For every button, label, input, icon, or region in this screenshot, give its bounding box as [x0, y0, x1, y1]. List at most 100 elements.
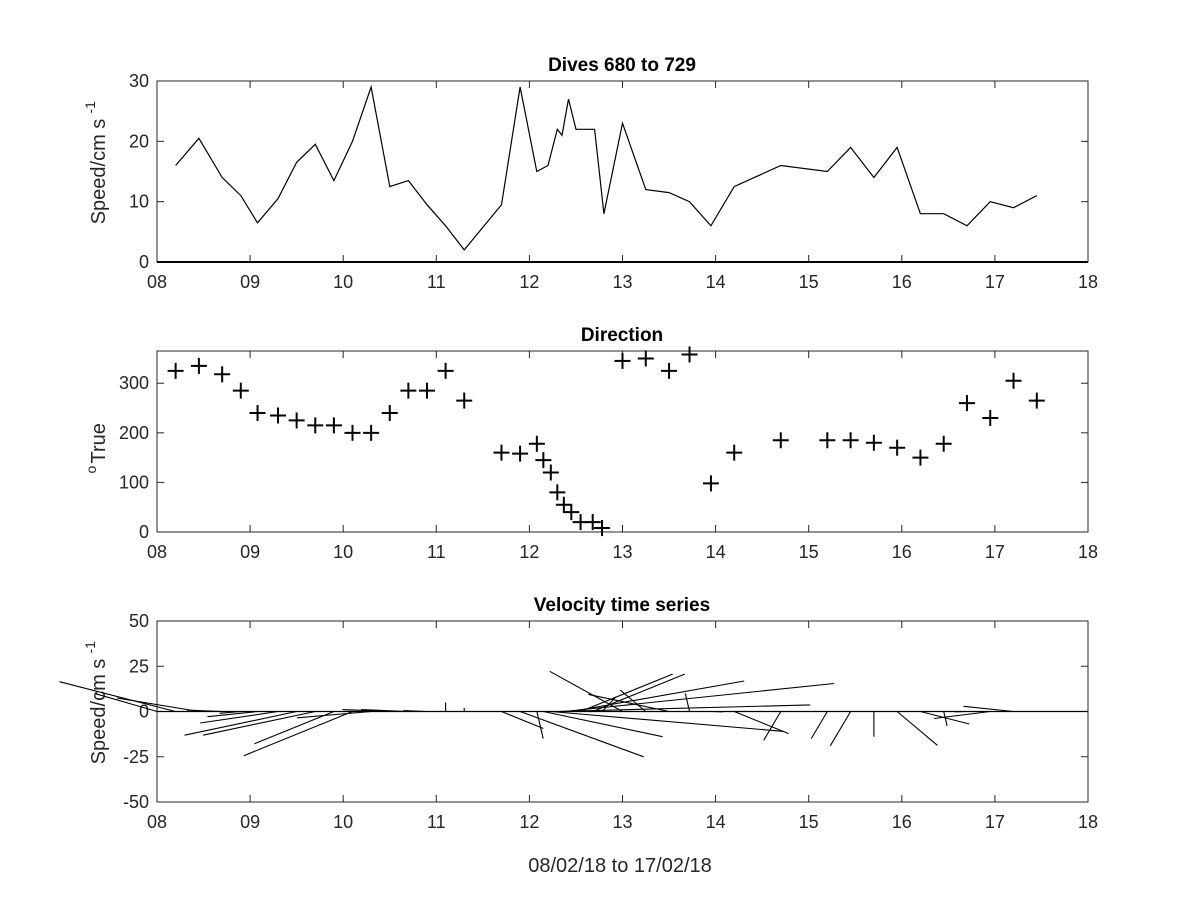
velocity-xtick-label: 09	[240, 812, 260, 832]
direction-point	[493, 444, 510, 461]
velocity-xtick-label: 08	[147, 812, 167, 832]
direction-point	[456, 392, 473, 409]
direction-point	[958, 395, 975, 412]
speed-xtick-label: 15	[799, 272, 819, 292]
direction-point	[563, 504, 580, 521]
velocity-stick	[519, 710, 644, 758]
velocity-stick	[684, 693, 691, 712]
velocity-ytick-label: 0	[139, 702, 149, 722]
velocity-stick	[810, 711, 828, 739]
direction-point	[889, 439, 906, 456]
direction-point	[307, 417, 324, 434]
velocity-stick	[342, 709, 390, 713]
speed-xtick-label: 12	[519, 272, 539, 292]
velocity-stick	[117, 697, 199, 713]
velocity-xtick-label: 16	[892, 812, 912, 832]
direction-panel: Direction True o 08 09 10 11 12 13 14 15 16 17 18 0…	[83, 325, 1098, 562]
direction-point	[549, 484, 566, 501]
direction-point	[249, 404, 266, 421]
velocity-stick	[896, 711, 938, 746]
direction-point	[535, 452, 552, 469]
velocity-stick	[619, 689, 647, 712]
direction-point	[584, 514, 601, 531]
velocity-panel-ylabel-group: Speed/cm s -1	[82, 641, 110, 764]
direction-xtick-label: 10	[333, 542, 353, 562]
velocity-ytick-label: -50	[123, 792, 149, 812]
velocity-xtick-label: 15	[799, 812, 819, 832]
direction-point	[726, 444, 743, 461]
velocity-stick	[563, 682, 835, 713]
direction-point	[325, 417, 342, 434]
velocity-stick	[219, 710, 241, 714]
velocity-stick	[361, 709, 409, 713]
direction-point	[842, 432, 859, 449]
direction-point	[912, 449, 929, 466]
speed-axes-box	[156, 80, 1089, 263]
direction-point	[190, 357, 207, 374]
direction-point	[637, 350, 654, 367]
speed-xtick-label: 13	[612, 272, 632, 292]
velocity-stick	[184, 710, 297, 736]
velocity-stick	[243, 710, 353, 757]
velocity-stick	[254, 710, 335, 745]
speed-panel-title: Dives 680 to 729	[548, 55, 696, 76]
direction-xtick-label: 12	[519, 542, 539, 562]
direction-ytick-label: 100	[119, 472, 149, 492]
velocity-panel-title: Velocity time series	[534, 595, 710, 616]
direction-xtick-label: 13	[612, 542, 632, 562]
velocity-ytick-label: 50	[129, 611, 149, 631]
speed-ytick-label: 0	[139, 252, 149, 272]
direction-point	[418, 382, 435, 399]
direction-point	[214, 366, 231, 383]
velocity-stick	[59, 681, 176, 713]
velocity-stick	[207, 710, 258, 718]
speed-xtick-label: 14	[706, 272, 726, 292]
direction-point	[167, 362, 184, 379]
velocity-stick	[501, 710, 544, 730]
direction-ytick-label: 200	[119, 423, 149, 443]
velocity-stick	[580, 673, 673, 713]
speed-xtick-label: 10	[333, 272, 353, 292]
speed-xtick-label: 16	[892, 272, 912, 292]
direction-point	[594, 520, 611, 537]
velocity-stick	[202, 710, 316, 736]
direction-axes-box	[156, 350, 1089, 533]
velocity-panel-ylabel: Speed/cm s	[88, 659, 110, 765]
direction-point	[1005, 372, 1022, 389]
direction-point	[935, 435, 952, 452]
velocity-stick	[403, 710, 428, 713]
direction-point	[437, 362, 454, 379]
speed-panel-ylabel: Speed/cm s	[88, 119, 110, 225]
direction-point	[363, 424, 380, 441]
velocity-panel-xlabel: 08/02/18 to 17/02/18	[528, 855, 712, 877]
speed-xtick-label: 17	[985, 272, 1005, 292]
direction-ytick-label: 0	[139, 522, 149, 542]
direction-point	[661, 362, 678, 379]
speed-xtick-label: 08	[147, 272, 167, 292]
direction-panel-title: Direction	[581, 325, 663, 346]
velocity-stick	[588, 693, 670, 713]
velocity-stick	[963, 705, 1014, 713]
speed-ytick-label: 20	[129, 131, 149, 151]
velocity-stick	[200, 710, 279, 724]
velocity-stick	[557, 704, 811, 713]
velocity-stick	[536, 711, 544, 739]
direction-point	[512, 445, 529, 462]
direction-point	[528, 435, 545, 452]
speed-xtick-label: 09	[240, 272, 260, 292]
velocity-panel-ylabel-superscript: -1	[82, 641, 98, 654]
direction-point	[232, 382, 249, 399]
direction-point	[1028, 392, 1045, 409]
direction-point	[542, 464, 559, 481]
direction-point	[344, 424, 361, 441]
velocity-xtick-label: 11	[427, 812, 446, 832]
velocity-stick	[734, 710, 789, 735]
direction-xtick-label: 17	[985, 542, 1005, 562]
velocity-xtick-label: 18	[1078, 812, 1098, 832]
direction-xtick-label: 09	[240, 542, 260, 562]
direction-panel-ylabel-superscript: o	[83, 466, 99, 474]
direction-xtick-label: 16	[892, 542, 912, 562]
velocity-xtick-label: 17	[985, 812, 1005, 832]
direction-panel-ylabel: True	[88, 423, 110, 463]
